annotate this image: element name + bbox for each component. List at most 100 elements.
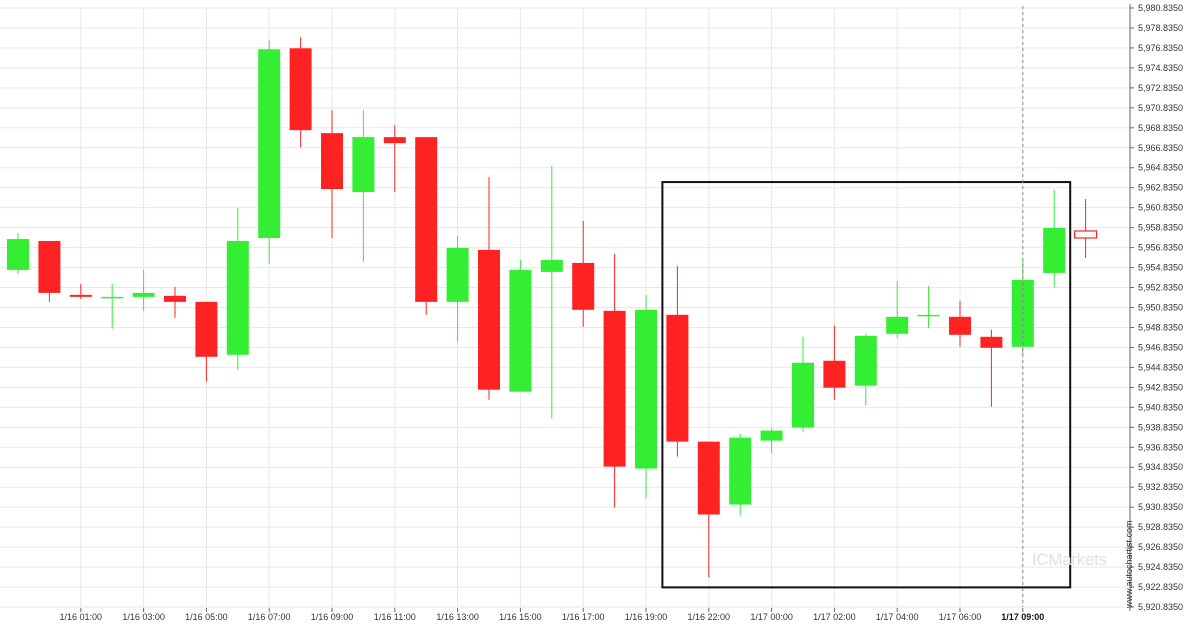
y-tick-label: 5,942.8350 [1138, 382, 1183, 392]
candle-body [854, 335, 877, 386]
y-tick-label: 5,948.8350 [1138, 322, 1183, 332]
candle [1073, 199, 1098, 258]
x-tick-label: 1/16 05:00 [185, 612, 228, 622]
candle-body [823, 360, 846, 388]
candle-body [760, 430, 783, 441]
candle-body [603, 310, 626, 467]
x-tick-label: 1/17 09:00 [1001, 612, 1044, 622]
candle [760, 427, 783, 454]
y-tick-label: 5,934.8350 [1138, 462, 1183, 472]
y-tick-label: 5,922.8350 [1138, 582, 1183, 592]
candle [321, 110, 343, 238]
candle-body [729, 437, 752, 505]
x-tick-label: 1/16 19:00 [625, 612, 668, 622]
candle-body [697, 441, 720, 515]
y-tick-label: 5,980.8350 [1138, 3, 1183, 13]
candle-body [509, 269, 532, 392]
candle [352, 110, 375, 262]
price-axis: 5,920.8350 5,922.8350 5,924.8350 5,926.8350… [1129, 3, 1183, 612]
candle [666, 265, 689, 457]
candle-body [886, 316, 909, 334]
y-tick-label: 5,964.8350 [1138, 163, 1183, 173]
x-tick-label: 1/16 15:00 [499, 612, 542, 622]
candle-body [258, 49, 281, 238]
candle [132, 269, 155, 311]
y-tick-label: 5,974.8350 [1138, 63, 1183, 73]
x-tick-label: 1/16 17:00 [562, 612, 605, 622]
y-tick-label: 5,928.8350 [1138, 522, 1183, 532]
candle-body [1043, 227, 1066, 273]
x-tick-label: 1/17 04:00 [876, 612, 919, 622]
candle [823, 325, 846, 400]
x-tick-label: 1/17 00:00 [750, 612, 793, 622]
x-tick-label: 1/16 13:00 [436, 612, 479, 622]
candle-body [383, 137, 406, 144]
candle [949, 300, 971, 347]
time-axis: 1/16 01:00 1/16 03:00 1/16 05:00 1/16 07:00… [60, 608, 1044, 622]
y-tick-label: 5,960.8350 [1138, 203, 1183, 213]
candle-body [415, 137, 438, 302]
candle [226, 208, 249, 370]
candle-body [666, 314, 689, 442]
candle [635, 294, 657, 499]
candle [792, 336, 814, 432]
y-tick-label: 5,950.8350 [1138, 303, 1183, 313]
x-tick-label: 1/16 22:00 [688, 612, 731, 622]
candle-body [792, 362, 814, 428]
candle-body [635, 309, 657, 469]
candle-body [1073, 230, 1098, 239]
y-tick-label: 5,944.8350 [1138, 362, 1183, 372]
x-tick-label: 1/16 03:00 [122, 612, 165, 622]
candle [854, 333, 877, 406]
candle [697, 441, 720, 578]
candle-body [195, 301, 218, 357]
y-tick-label: 5,966.8350 [1138, 143, 1183, 153]
candle-body [38, 240, 61, 293]
y-tick-label: 5,936.8350 [1138, 442, 1183, 452]
candle [1043, 190, 1066, 288]
candle-body [572, 262, 595, 310]
candle [258, 40, 281, 264]
candle [446, 235, 469, 342]
highlight-rectangle [661, 181, 1072, 589]
y-tick-label: 5,976.8350 [1138, 43, 1183, 53]
candle [540, 166, 563, 419]
y-tick-label: 5,930.8350 [1138, 502, 1183, 512]
candle [383, 125, 406, 193]
y-tick-label: 5,924.8350 [1138, 562, 1183, 572]
y-tick-label: 5,926.8350 [1138, 542, 1183, 552]
y-tick-label: 5,978.8350 [1138, 23, 1183, 33]
y-tick-label: 5,958.8350 [1138, 223, 1183, 233]
x-tick-label: 1/16 01:00 [60, 612, 103, 622]
y-tick-label: 5,956.8350 [1138, 243, 1183, 253]
vendor-watermark: ICMarkets [1032, 550, 1107, 569]
candle [164, 286, 186, 318]
candle-body [321, 133, 343, 190]
y-tick-label: 5,968.8350 [1138, 123, 1183, 133]
candle-body [446, 247, 469, 302]
candle [69, 283, 92, 299]
candle-body [949, 316, 971, 335]
y-tick-label: 5,972.8350 [1138, 83, 1183, 93]
y-tick-label: 5,946.8350 [1138, 342, 1183, 352]
candle-body [289, 48, 312, 131]
grid-lines [0, 7, 1130, 608]
y-tick-label: 5,938.8350 [1138, 422, 1183, 432]
candle-body [980, 336, 1003, 348]
candle [572, 220, 595, 327]
candle [603, 253, 626, 508]
candle [509, 259, 532, 392]
candle-body [101, 296, 124, 299]
y-tick-label: 5,952.8350 [1138, 283, 1183, 293]
candle-body [352, 137, 375, 193]
candles [7, 37, 1098, 578]
candle [917, 285, 940, 328]
candle-body [69, 294, 92, 297]
candle [729, 433, 752, 516]
y-tick-label: 5,940.8350 [1138, 402, 1183, 412]
candle-body [164, 295, 186, 302]
candle [980, 329, 1003, 407]
candle [415, 137, 438, 315]
candle [101, 283, 124, 329]
